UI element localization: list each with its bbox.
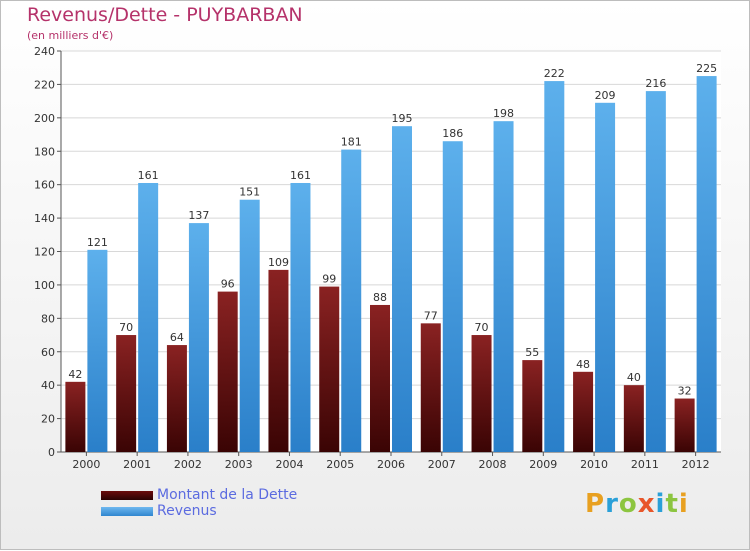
bar-dette — [471, 335, 492, 452]
y-tick-label: 140 — [34, 212, 55, 225]
y-tick-label: 60 — [41, 346, 55, 359]
value-label-revenus: 198 — [493, 107, 514, 120]
y-tick-label: 180 — [34, 145, 55, 158]
bar-revenus — [138, 182, 159, 452]
value-label-revenus: 161 — [138, 169, 159, 182]
bar-revenus — [188, 223, 209, 452]
chart-subtitle: (en milliers d'€) — [27, 29, 114, 42]
bar-revenus — [442, 141, 463, 452]
legend-swatch-revenus — [101, 506, 153, 516]
bar-dette — [217, 291, 238, 452]
bar-dette — [116, 335, 137, 452]
value-label-revenus: 121 — [87, 236, 108, 249]
x-tick-label: 2008 — [479, 458, 507, 471]
value-label-revenus: 195 — [392, 112, 413, 125]
value-label-dette: 64 — [170, 331, 184, 344]
y-tick-label: 100 — [34, 279, 55, 292]
value-label-dette: 70 — [475, 321, 489, 334]
y-tick-label: 220 — [34, 78, 55, 91]
value-label-revenus: 216 — [645, 77, 666, 90]
y-tick-label: 0 — [48, 446, 55, 459]
value-label-dette: 99 — [322, 273, 336, 286]
legend-label-dette: Montant de la Dette — [157, 487, 298, 503]
value-label-dette: 48 — [576, 358, 590, 371]
value-label-revenus: 151 — [239, 186, 260, 199]
legend-item-revenus: Revenus — [101, 503, 297, 519]
value-label-dette: 109 — [268, 256, 289, 269]
value-label-dette: 77 — [424, 309, 438, 322]
value-label-revenus: 161 — [290, 169, 311, 182]
y-tick-label: 200 — [34, 112, 55, 125]
value-label-revenus: 225 — [696, 62, 717, 75]
value-label-revenus: 186 — [442, 127, 463, 140]
bar-dette — [420, 323, 441, 452]
value-label-revenus: 222 — [544, 67, 565, 80]
x-tick-label: 2011 — [631, 458, 659, 471]
bar-revenus — [544, 81, 565, 452]
bar-revenus — [239, 199, 260, 452]
value-label-dette: 70 — [119, 321, 133, 334]
value-label-dette: 32 — [678, 385, 692, 398]
value-label-revenus: 181 — [341, 136, 362, 149]
value-label-dette: 55 — [525, 346, 539, 359]
y-tick-label: 20 — [41, 413, 55, 426]
value-label-dette: 40 — [627, 371, 641, 384]
bar-revenus — [87, 249, 108, 452]
x-tick-label: 2010 — [580, 458, 608, 471]
x-tick-label: 2006 — [377, 458, 405, 471]
bar-revenus — [595, 102, 616, 452]
bar-dette — [166, 345, 187, 452]
x-tick-label: 2001 — [123, 458, 151, 471]
value-label-revenus: 137 — [188, 209, 209, 222]
y-tick-label: 240 — [34, 45, 55, 58]
x-tick-label: 2003 — [225, 458, 253, 471]
y-tick-label: 40 — [41, 379, 55, 392]
x-tick-label: 2005 — [326, 458, 354, 471]
legend-item-dette: Montant de la Dette — [101, 487, 297, 503]
bar-dette — [65, 381, 86, 452]
proxiti-logo: Proxiti — [585, 489, 689, 519]
bar-dette — [319, 286, 340, 452]
bar-revenus — [696, 76, 717, 452]
bar-dette — [674, 398, 695, 452]
x-tick-label: 2004 — [275, 458, 303, 471]
value-label-dette: 42 — [68, 368, 82, 381]
bar-dette — [623, 385, 644, 452]
bar-revenus — [341, 149, 362, 452]
x-tick-label: 2002 — [174, 458, 202, 471]
y-tick-label: 80 — [41, 312, 55, 325]
legend: Montant de la Dette Revenus — [101, 487, 297, 519]
bar-dette — [370, 304, 390, 452]
bar-revenus — [645, 91, 666, 452]
chart-title: Revenus/Dette - PUYBARBAN — [27, 4, 303, 26]
y-tick-label: 160 — [34, 179, 55, 192]
value-label-revenus: 209 — [595, 89, 616, 102]
x-tick-label: 2000 — [72, 458, 100, 471]
x-tick-label: 2007 — [428, 458, 456, 471]
legend-label-revenus: Revenus — [157, 503, 217, 519]
bar-revenus — [290, 182, 311, 452]
x-tick-label: 2009 — [529, 458, 557, 471]
bar-revenus — [392, 126, 412, 452]
value-label-dette: 88 — [373, 291, 387, 304]
x-tick-label: 2012 — [682, 458, 710, 471]
y-tick-label: 120 — [34, 246, 55, 259]
bar-dette — [268, 269, 289, 452]
bar-dette — [522, 360, 543, 452]
value-label-dette: 96 — [221, 278, 235, 291]
legend-swatch-dette — [101, 490, 153, 500]
bar-revenus — [493, 121, 514, 453]
bar-dette — [573, 371, 594, 452]
